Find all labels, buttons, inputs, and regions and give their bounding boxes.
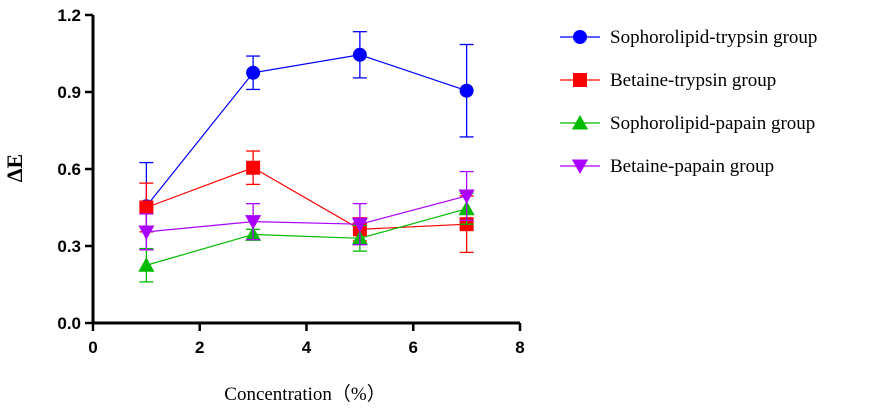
plot-area [138,31,475,283]
legend-label: Betaine-trypsin group [610,70,776,91]
y-axis-title: ΔE [2,154,27,182]
data-point [138,257,155,272]
x-axis-title: Concentration（%） [224,383,385,405]
data-point [245,215,262,230]
legend-item-2: Betaine-trypsin group [560,70,776,91]
data-point [351,217,368,233]
x-tick-label: 2 [195,338,204,357]
series-line [146,208,467,266]
legend-label: Betaine-papain group [610,156,774,177]
y-tick-label: 0.6 [57,160,81,179]
legend-marker [573,73,587,87]
series-line [145,54,467,207]
axes: 0.0 0.3 0.6 0.9 1.2 0 2 4 6 8 [57,6,524,357]
data-point [246,160,261,175]
legend-item-4: Betaine-papain group [560,156,774,177]
data-point [246,65,261,80]
legend-item-3: Sophorolipid-papain group [560,113,815,134]
x-tick-label: 0 [88,338,97,357]
legend-marker [571,159,589,175]
y-tick-label: 0.0 [57,314,81,333]
legend-marker [573,30,587,44]
legend: Sophorolipid-trypsin group Betaine-trypsi… [560,27,817,177]
x-tick-label: 8 [515,338,524,357]
legend-label: Sophorolipid-papain group [610,113,815,134]
legend-item-1: Sophorolipid-trypsin group [560,27,817,48]
data-point [458,189,475,204]
data-point [352,47,367,62]
x-tick-label: 4 [302,338,312,357]
data-point [459,83,474,98]
y-tick-label: 0.9 [57,83,81,102]
series-1 [139,31,474,251]
data-point [138,225,155,240]
data-point [139,200,154,215]
legend-label: Sophorolipid-trypsin group [610,27,817,48]
legend-marker [571,114,589,130]
series-line [146,167,467,230]
series-4 [138,170,475,251]
series-2 [139,150,474,254]
y-tick-label: 0.3 [57,237,81,256]
y-tick-label: 1.2 [57,6,81,25]
x-tick-label: 6 [409,338,418,357]
series-line [146,195,467,233]
